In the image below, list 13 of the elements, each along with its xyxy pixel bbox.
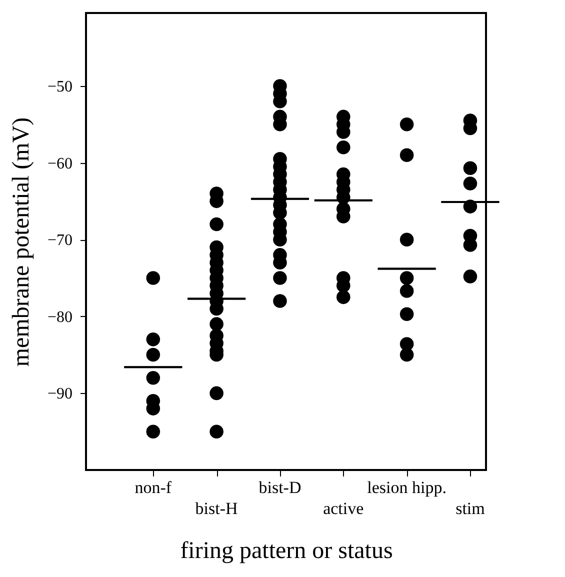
y-tick-label: −80 — [47, 308, 72, 326]
x-tick-label: stim — [456, 499, 485, 518]
x-tick-label: active — [323, 499, 364, 518]
y-axis-title: membrane potential (mV) — [8, 117, 34, 367]
x-tick-label: bist-D — [258, 478, 302, 497]
x-tick-label: bist-H — [195, 499, 238, 518]
y-tick-label: −60 — [47, 155, 72, 172]
y-tick-label: −50 — [47, 78, 72, 96]
x-tick-label: lesion hipp. — [367, 478, 446, 497]
x-tick-label: non-f — [134, 478, 172, 497]
y-tick-label: −90 — [47, 386, 72, 403]
y-tick-label: −70 — [47, 232, 72, 250]
x-axis-title: firing pattern or status — [180, 538, 393, 564]
